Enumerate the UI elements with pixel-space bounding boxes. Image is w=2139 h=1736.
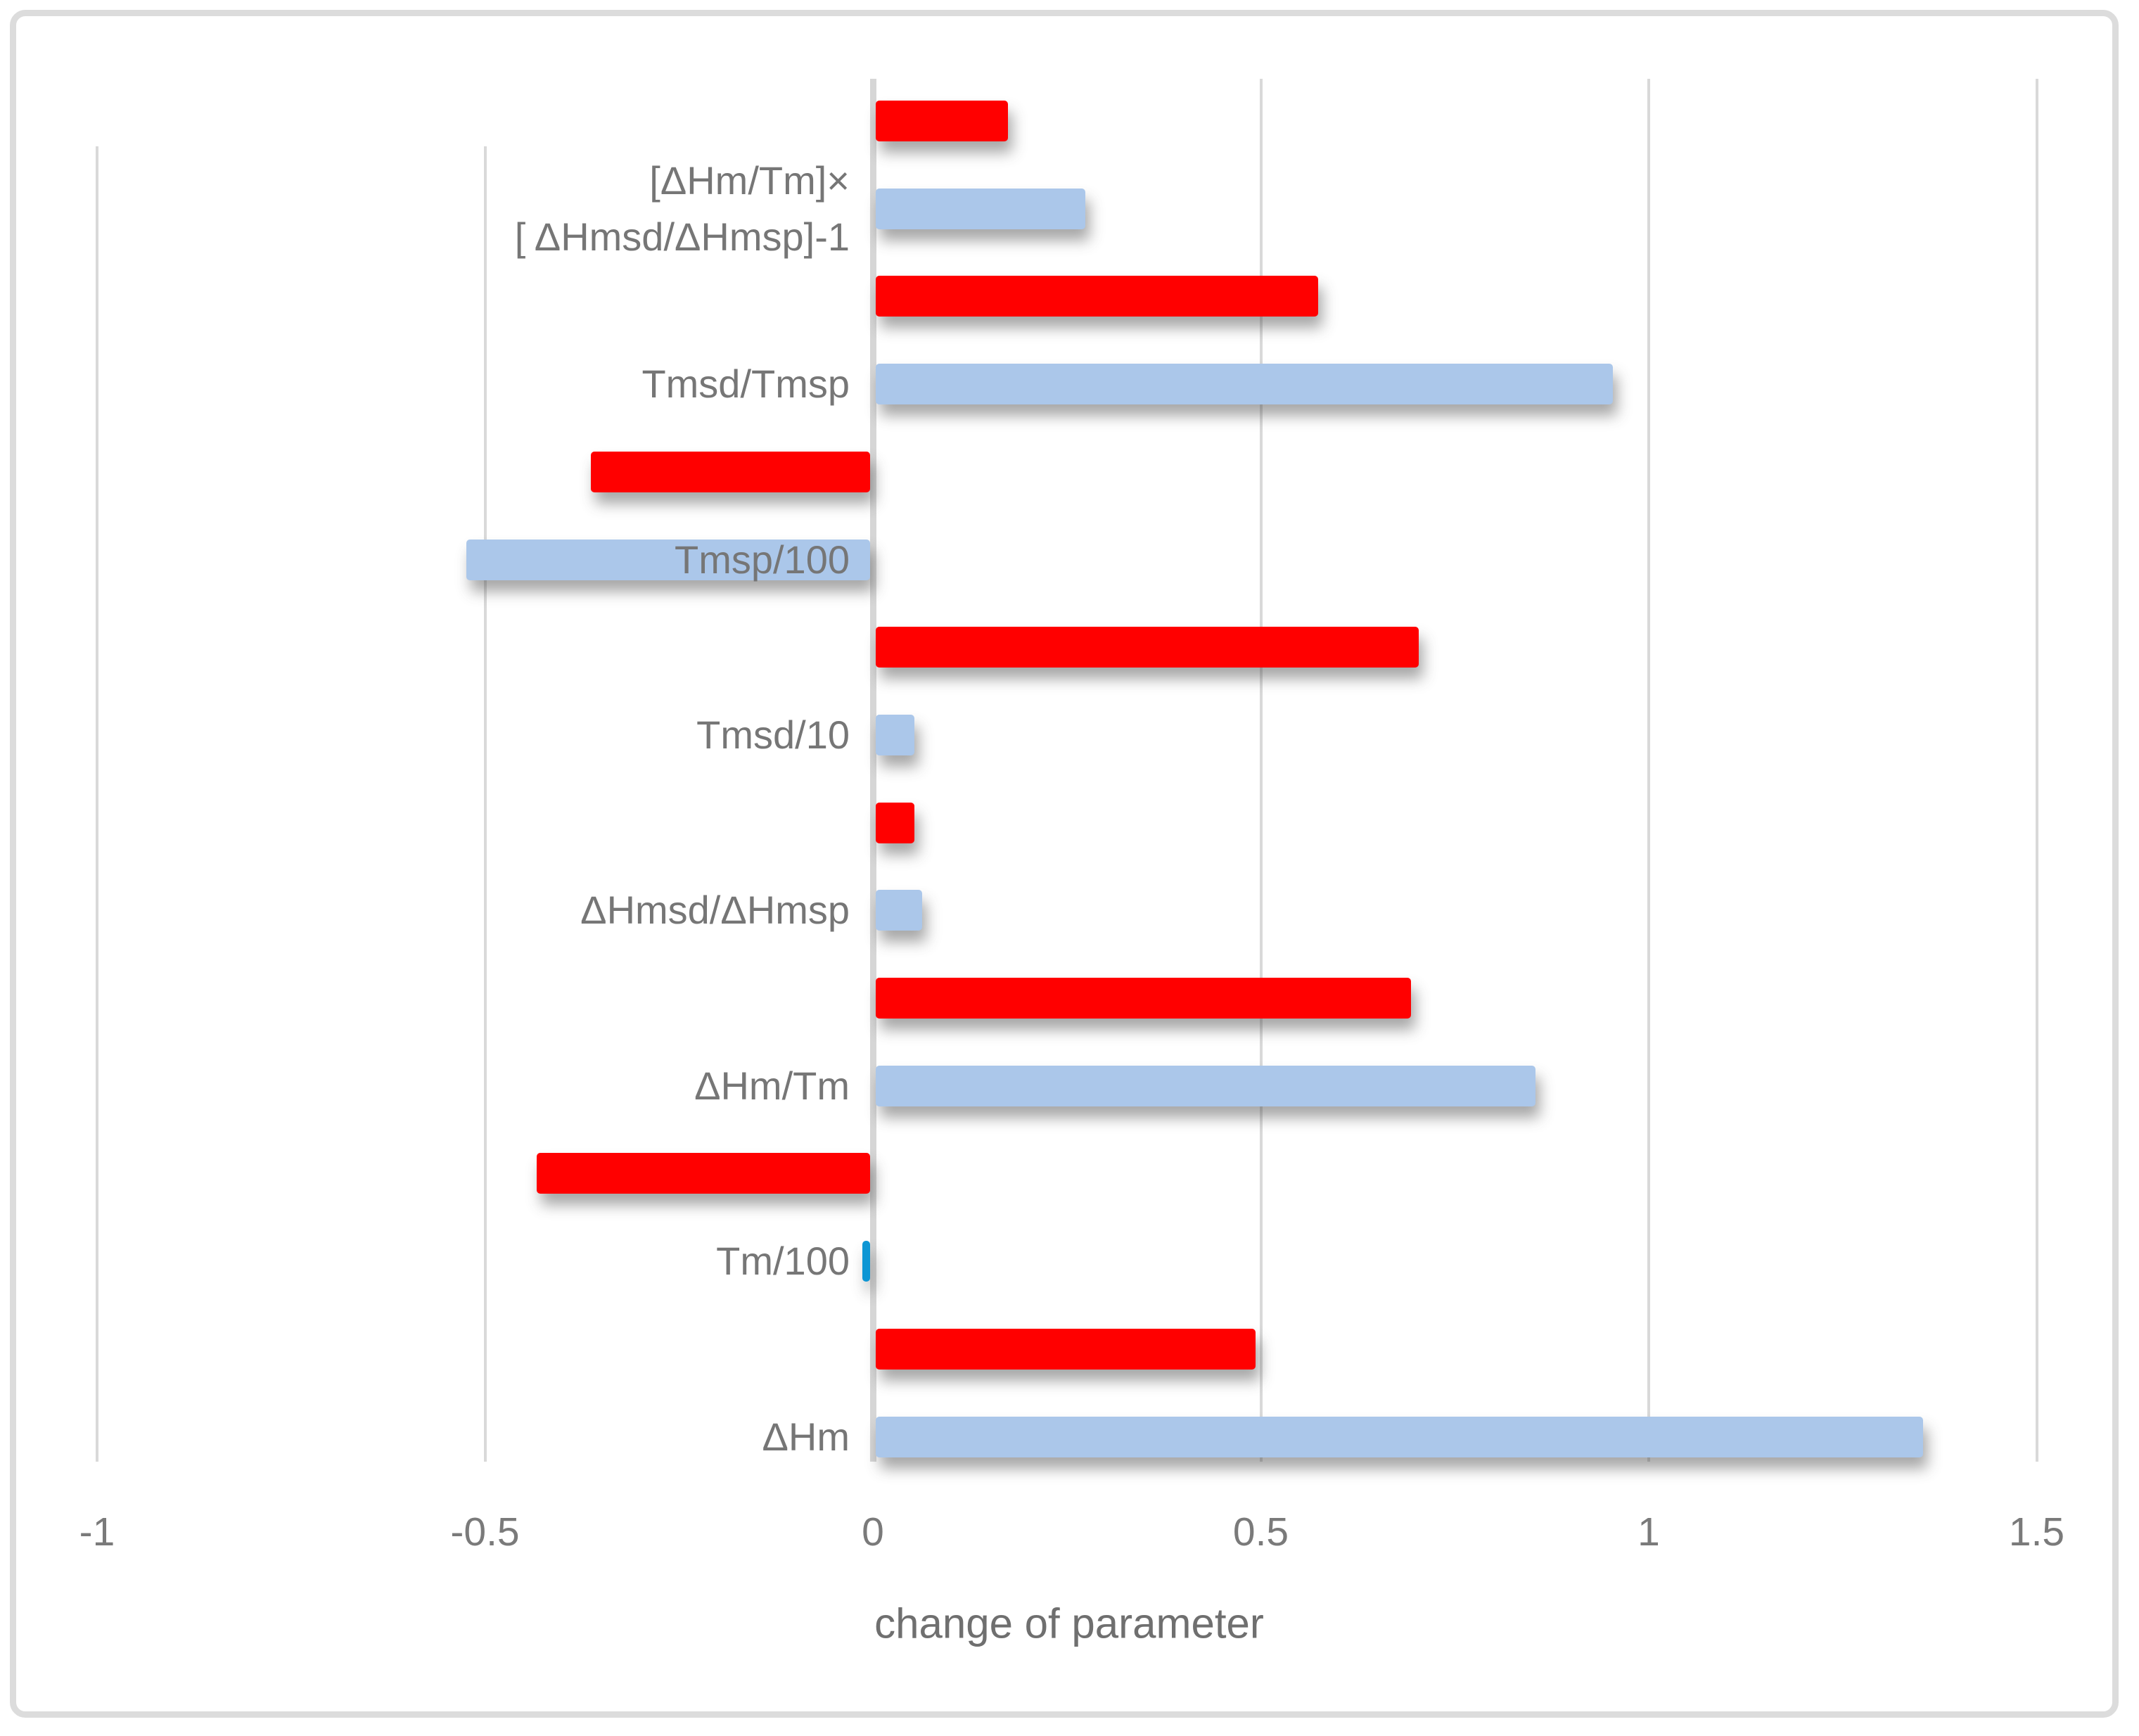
bar-blue-2	[466, 539, 870, 580]
bar-blue-7	[876, 1416, 1924, 1457]
bar-red-4	[876, 802, 915, 843]
bar-red-3	[876, 627, 1419, 668]
bar-red-7	[876, 1328, 1256, 1370]
y-axis-line	[869, 79, 876, 1462]
category-label-3: Tmsd/10	[696, 712, 850, 757]
gridline--1	[96, 146, 98, 1462]
category-label-1: Tmsd/Tmsp	[641, 362, 850, 407]
bar-blue-1	[876, 364, 1613, 405]
x-axis-title: change of parameter	[874, 1600, 1264, 1647]
bar-red-1	[876, 276, 1318, 317]
gridline-1.5	[2035, 79, 2038, 1462]
bar-blue-3	[876, 714, 915, 755]
x-tick-label: 1	[1637, 1510, 1660, 1555]
x-tick-label: 1.5	[2008, 1510, 2065, 1555]
gridline--0.5	[483, 146, 487, 1462]
gridline-1	[1647, 79, 1650, 1462]
category-label-4: ΔHmsd/ΔHmsp	[580, 888, 850, 933]
bar-red-6	[536, 1153, 870, 1194]
x-tick-label: -1	[79, 1510, 115, 1555]
bar-blue-4	[876, 890, 923, 931]
bar-blue-0	[876, 188, 1085, 229]
bar-blue-5	[876, 1065, 1535, 1106]
bar-blue-6	[862, 1241, 870, 1282]
x-tick-label: 0	[862, 1510, 884, 1555]
gridline-0.5	[1259, 79, 1263, 1462]
bar-red-2	[590, 451, 870, 492]
category-label-7: ΔHm	[762, 1414, 850, 1459]
bar-red-0	[876, 101, 1008, 141]
category-label-5: ΔHm/Tm	[694, 1063, 850, 1108]
category-label-6: Tm/100	[716, 1239, 850, 1284]
x-tick-label: -0.5	[450, 1510, 520, 1555]
category-label-0: [ΔHm/Tm]× [ ΔHmsd/ΔHmsp]-1	[514, 158, 850, 259]
x-tick-label: 0.5	[1232, 1510, 1289, 1555]
category-label-2: Tmsp/100	[675, 537, 850, 582]
bar-red-5	[876, 978, 1412, 1019]
